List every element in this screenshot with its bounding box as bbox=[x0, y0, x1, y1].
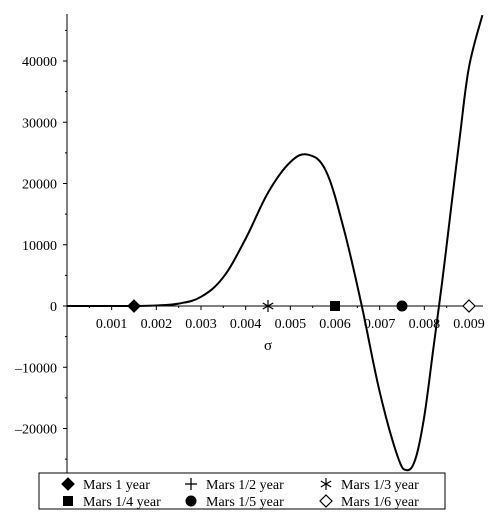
markers-group bbox=[127, 299, 476, 313]
legend-symbol bbox=[320, 478, 332, 490]
x-tick-label: 0.005 bbox=[275, 317, 307, 332]
x-tick-label: 0.006 bbox=[319, 317, 351, 332]
legend-label: Mars 1 year bbox=[83, 478, 150, 493]
marker-point bbox=[262, 300, 274, 312]
legend-symbol bbox=[185, 495, 197, 507]
y-tick-label: 30000 bbox=[22, 116, 57, 131]
x-tick-label: 0.009 bbox=[453, 317, 485, 332]
x-tick-label: 0.001 bbox=[96, 317, 128, 332]
legend-box bbox=[38, 472, 446, 510]
y-tick-label: –20000 bbox=[14, 423, 57, 438]
y-tick-label: 20000 bbox=[22, 178, 57, 193]
x-tick-label: 0.003 bbox=[185, 317, 217, 332]
y-tick-label: 10000 bbox=[22, 239, 57, 254]
x-axis: 0.001 0.002 0.003 0.004 0.005 0.006 0.007 0.008… bbox=[67, 305, 485, 354]
x-tick-label: 0.002 bbox=[141, 317, 173, 332]
x-tick-label: 0.008 bbox=[409, 317, 441, 332]
marker-point bbox=[330, 301, 340, 311]
y-axis: 40000 30000 20000 10000 0 –10000 –20000 bbox=[14, 14, 68, 473]
legend-label: Mars 1/3 year bbox=[341, 478, 419, 493]
y-tick-label: 40000 bbox=[22, 55, 57, 70]
x-tick-label: 0.007 bbox=[364, 317, 396, 332]
legend-symbol bbox=[319, 494, 333, 508]
x-axis-label: σ bbox=[264, 338, 272, 354]
y-ticks: 40000 30000 20000 10000 0 –10000 –20000 bbox=[14, 29, 67, 460]
legend-symbol bbox=[61, 477, 75, 491]
y-tick-label: –10000 bbox=[14, 361, 57, 376]
legend-label: Mars 1/5 year bbox=[206, 495, 284, 510]
marker-point bbox=[127, 299, 141, 313]
legend-label: Mars 1/2 year bbox=[206, 478, 284, 493]
legend: Mars 1 year Mars 1/2 year Mars 1/3 year Mar… bbox=[38, 472, 446, 510]
marker-point bbox=[462, 299, 476, 313]
legend-label: Mars 1/4 year bbox=[83, 495, 161, 510]
marker-point bbox=[396, 300, 408, 312]
series-line bbox=[67, 14, 484, 472]
y-tick-label: 0 bbox=[50, 300, 57, 315]
legend-label: Mars 1/6 year bbox=[341, 495, 419, 510]
legend-symbol bbox=[185, 478, 197, 490]
legend-symbol bbox=[63, 496, 73, 506]
x-ticks: 0.001 0.002 0.003 0.004 0.005 0.006 0.007 0.008… bbox=[88, 306, 485, 332]
curve-group bbox=[67, 14, 484, 472]
x-tick-label: 0.004 bbox=[230, 317, 262, 332]
